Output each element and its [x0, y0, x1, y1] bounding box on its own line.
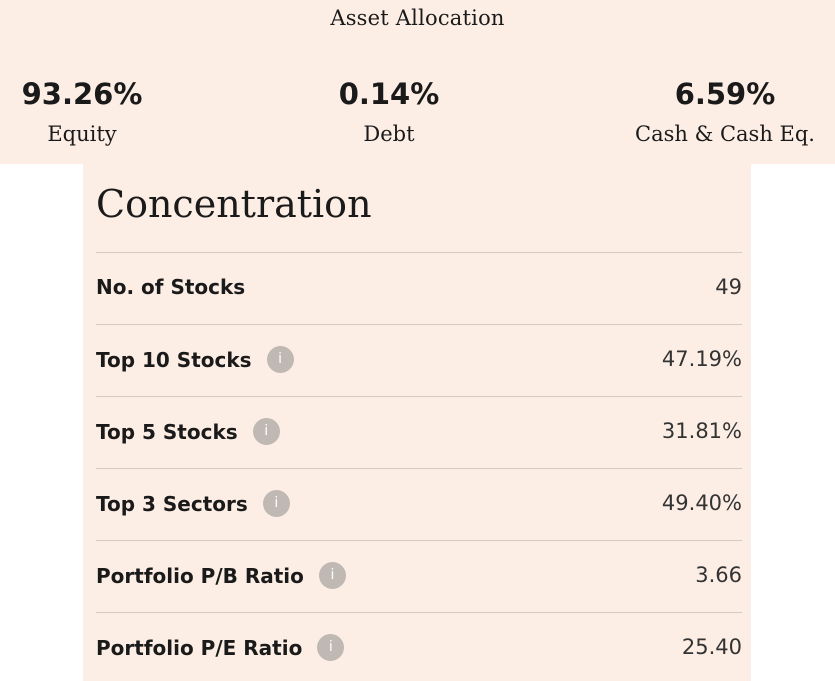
row-label: Top 10 Stocks	[96, 347, 252, 372]
debt-stat: 0.14% Debt	[318, 74, 460, 154]
row-value: 3.66	[695, 563, 742, 587]
row-value: 49.40%	[661, 491, 742, 515]
row-no-of-stocks: No. of Stocks 49	[96, 252, 742, 324]
concentration-list: No. of Stocks 49 Top 10 Stocks i 47.19% …	[96, 252, 742, 681]
equity-label: Equity	[47, 122, 117, 146]
info-icon[interactable]: i	[266, 346, 294, 373]
concentration-title: Concentration	[96, 182, 372, 226]
cash-label: Cash & Cash Eq.	[635, 122, 815, 146]
cash-stat: 6.59% Cash & Cash Eq.	[630, 74, 820, 154]
row-label: Top 5 Stocks	[96, 419, 238, 444]
row-label-container: Top 5 Stocks i	[96, 418, 280, 445]
row-top-10-stocks: Top 10 Stocks i 47.19%	[96, 324, 742, 396]
debt-label: Debt	[363, 122, 415, 146]
row-label-container: No. of Stocks	[96, 274, 245, 300]
row-label-container: Top 10 Stocks i	[96, 346, 294, 373]
equity-percentage: 93.26%	[21, 77, 143, 111]
debt-percentage: 0.14%	[338, 77, 440, 111]
info-icon[interactable]: i	[318, 562, 346, 589]
row-value: 31.81%	[661, 419, 742, 443]
row-label: No. of Stocks	[96, 275, 246, 299]
cash-percentage: 6.59%	[674, 77, 776, 111]
asset-allocation-title: Asset Allocation	[330, 6, 505, 30]
equity-stat: 93.26% Equity	[14, 74, 150, 154]
row-label-container: Top 3 Sectors i	[96, 490, 290, 517]
row-value: 25.40	[681, 635, 742, 659]
row-label: Top 3 Sectors	[96, 491, 248, 516]
row-top-5-stocks: Top 5 Stocks i 31.81%	[96, 396, 742, 468]
row-portfolio-pb-ratio: Portfolio P/B Ratio i 3.66	[96, 540, 742, 612]
row-label: Portfolio P/E Ratio	[96, 635, 303, 660]
row-value: 49	[715, 275, 742, 299]
asset-allocation-panel: Asset Allocation 93.26% Equity 0.14% Deb…	[0, 0, 835, 164]
row-label: Portfolio P/B Ratio	[96, 563, 304, 588]
row-label-container: Portfolio P/E Ratio i	[96, 634, 345, 661]
row-portfolio-pe-ratio: Portfolio P/E Ratio i 25.40	[96, 612, 742, 681]
concentration-panel: Concentration No. of Stocks 49 Top 10 St…	[83, 164, 751, 681]
info-icon[interactable]: i	[262, 490, 290, 517]
info-icon[interactable]: i	[317, 634, 345, 661]
row-label-container: Portfolio P/B Ratio i	[96, 562, 346, 589]
row-value: 47.19%	[661, 347, 742, 371]
row-top-3-sectors: Top 3 Sectors i 49.40%	[96, 468, 742, 540]
info-icon[interactable]: i	[252, 418, 280, 445]
